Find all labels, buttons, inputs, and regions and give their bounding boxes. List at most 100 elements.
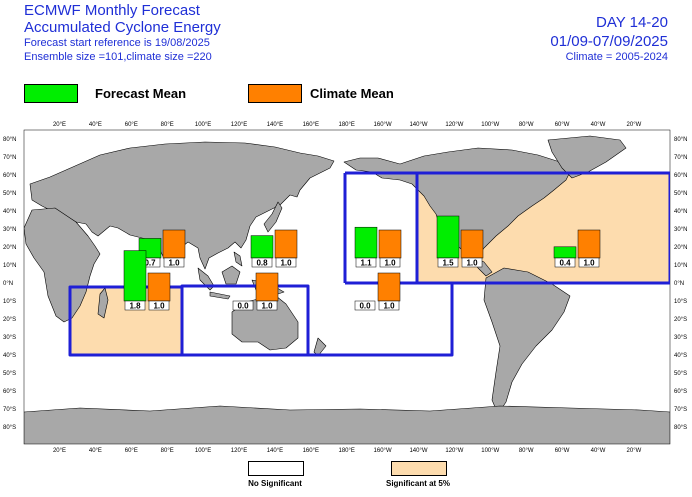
region-bar-group: 1.5 1.0 bbox=[436, 215, 484, 268]
region-bar-group: 0.8 1.0 bbox=[250, 229, 298, 268]
y-tick-label-right: 20°N bbox=[674, 245, 687, 251]
date-range: 01/09-07/09/2025 bbox=[550, 33, 668, 50]
title-line2: Accumulated Cyclone Energy bbox=[24, 19, 221, 36]
land-philippines bbox=[233, 251, 243, 267]
climate-bar bbox=[577, 229, 601, 259]
land-eurasia bbox=[29, 141, 335, 270]
y-tick-label-right: 80°S bbox=[674, 425, 687, 431]
forecast-bar bbox=[354, 226, 378, 259]
x-tick-label-bottom: 60°W bbox=[555, 448, 570, 454]
x-tick-label-top: 80°W bbox=[519, 122, 534, 128]
x-tick-label-bottom: 140°E bbox=[267, 448, 283, 454]
climate-bar bbox=[377, 272, 401, 302]
x-tick-label-top: 40°E bbox=[89, 122, 102, 128]
forecast-value-label: 0.0 bbox=[359, 302, 371, 311]
x-tick-label-bottom: 180°E bbox=[338, 448, 354, 454]
y-tick-label-left: 70°N bbox=[3, 155, 16, 161]
y-tick-label-left: 20°N bbox=[3, 245, 16, 251]
x-tick-label-bottom: 160°E bbox=[303, 448, 319, 454]
climate-period: Climate = 2005-2024 bbox=[565, 51, 668, 63]
climate-value-box bbox=[148, 300, 170, 311]
y-tick-label-right: 80°N bbox=[674, 137, 687, 143]
region-bar-group: 0.0 1.0 bbox=[232, 272, 279, 311]
y-tick-label-right: 60°S bbox=[674, 389, 687, 395]
x-tick-label-bottom: 20°W bbox=[627, 448, 642, 454]
x-tick-label-top: 100°E bbox=[195, 122, 211, 128]
climate-bar bbox=[274, 229, 298, 259]
y-tick-label-right: 30°S bbox=[674, 335, 687, 341]
x-tick-label-top: 40°W bbox=[591, 122, 606, 128]
climate-bar bbox=[147, 272, 171, 302]
y-tick-label-right: 50°S bbox=[674, 371, 687, 377]
climate-value-box bbox=[461, 257, 483, 268]
x-tick-label-bottom: 80°E bbox=[161, 448, 174, 454]
axis-ticks: 20°E 20°E 40°E 40°E 60°E 60°E 80°E 80°E 100°E 100… bbox=[3, 122, 687, 454]
forecast-value-label: 0.0 bbox=[237, 302, 249, 311]
y-tick-label-left: 10°S bbox=[3, 299, 16, 305]
x-tick-label-bottom: 40°E bbox=[89, 448, 102, 454]
region-bar-group: 0.0 1.0 bbox=[354, 272, 401, 311]
y-tick-label-left: 60°S bbox=[3, 389, 16, 395]
x-tick-label-bottom: 120°W bbox=[445, 448, 463, 454]
climate-value-box bbox=[378, 300, 400, 311]
y-tick-label-right: 20°S bbox=[674, 317, 687, 323]
y-tick-label-left: 40°S bbox=[3, 353, 16, 359]
climate-value-label: 1.0 bbox=[153, 302, 165, 311]
land-masses bbox=[24, 135, 670, 444]
x-tick-label-top: 20°W bbox=[627, 122, 642, 128]
climate-bar bbox=[162, 229, 186, 259]
y-tick-label-right: 70°N bbox=[674, 155, 687, 161]
y-tick-label-right: 70°S bbox=[674, 407, 687, 413]
y-tick-label-left: 0°N bbox=[3, 281, 13, 287]
forecast-bar bbox=[123, 250, 147, 302]
x-tick-label-bottom: 40°W bbox=[591, 448, 606, 454]
x-tick-label-top: 160°W bbox=[374, 122, 392, 128]
forecast-bar bbox=[250, 235, 274, 259]
land-greenland bbox=[547, 135, 627, 179]
legend-climate-label: Climate Mean bbox=[310, 86, 394, 101]
legend-no-significant-swatch bbox=[248, 461, 304, 476]
y-tick-label-left: 30°S bbox=[3, 335, 16, 341]
bar-groups: 0.7 1.0 0.8 1.0 1.1 1.0 1.5 1.0 0.4 1.0 1.8 1.0 0.0 1… bbox=[123, 215, 601, 311]
x-tick-label-top: 100°W bbox=[481, 122, 499, 128]
y-tick-label-left: 50°N bbox=[3, 191, 16, 197]
forecast-value-label: 0.4 bbox=[559, 259, 571, 268]
region-box-north-atlantic bbox=[415, 171, 670, 285]
y-tick-label-right: 40°N bbox=[674, 209, 687, 215]
x-tick-label-bottom: 160°W bbox=[374, 448, 392, 454]
y-tick-label-left: 10°N bbox=[3, 263, 16, 269]
forecast-value-label: 0.7 bbox=[144, 259, 156, 268]
forecast-value-box bbox=[437, 257, 459, 268]
y-tick-label-right: 30°N bbox=[674, 227, 687, 233]
y-tick-label-left: 30°N bbox=[3, 227, 16, 233]
y-tick-label-left: 80°N bbox=[3, 137, 16, 143]
land-africa bbox=[24, 207, 101, 323]
x-tick-label-bottom: 80°W bbox=[519, 448, 534, 454]
forecast-value-label: 1.5 bbox=[442, 259, 454, 268]
x-tick-label-bottom: 20°E bbox=[53, 448, 66, 454]
day-range: DAY 14-20 bbox=[596, 14, 668, 31]
climate-value-box bbox=[256, 300, 278, 311]
forecast-reference: Forecast start reference is 19/08/2025 bbox=[24, 37, 210, 49]
x-tick-label-top: 140°W bbox=[409, 122, 427, 128]
region-bar-group: 1.1 1.0 bbox=[354, 226, 402, 268]
title-line1: ECMWF Monthly Forecast bbox=[24, 2, 200, 19]
x-tick-label-bottom: 100°E bbox=[195, 448, 211, 454]
x-tick-label-top: 180°E bbox=[338, 122, 354, 128]
region-bar-group: 0.4 1.0 bbox=[553, 229, 601, 268]
region-boxes bbox=[68, 171, 670, 357]
y-tick-label-left: 80°S bbox=[3, 425, 16, 431]
climate-value-box bbox=[379, 257, 401, 268]
climate-value-label: 1.0 bbox=[384, 259, 396, 268]
climate-bar bbox=[460, 229, 484, 259]
legend-climate-swatch bbox=[248, 84, 302, 103]
forecast-value-label: 0.8 bbox=[256, 259, 268, 268]
x-tick-label-bottom: 140°W bbox=[409, 448, 427, 454]
land-japan bbox=[263, 201, 283, 233]
x-tick-label-top: 120°E bbox=[231, 122, 247, 128]
y-tick-label-left: 40°N bbox=[3, 209, 16, 215]
forecast-bar bbox=[553, 246, 577, 259]
region-bar-group: 1.8 1.0 bbox=[123, 250, 171, 311]
forecast-value-label: 1.8 bbox=[129, 302, 141, 311]
